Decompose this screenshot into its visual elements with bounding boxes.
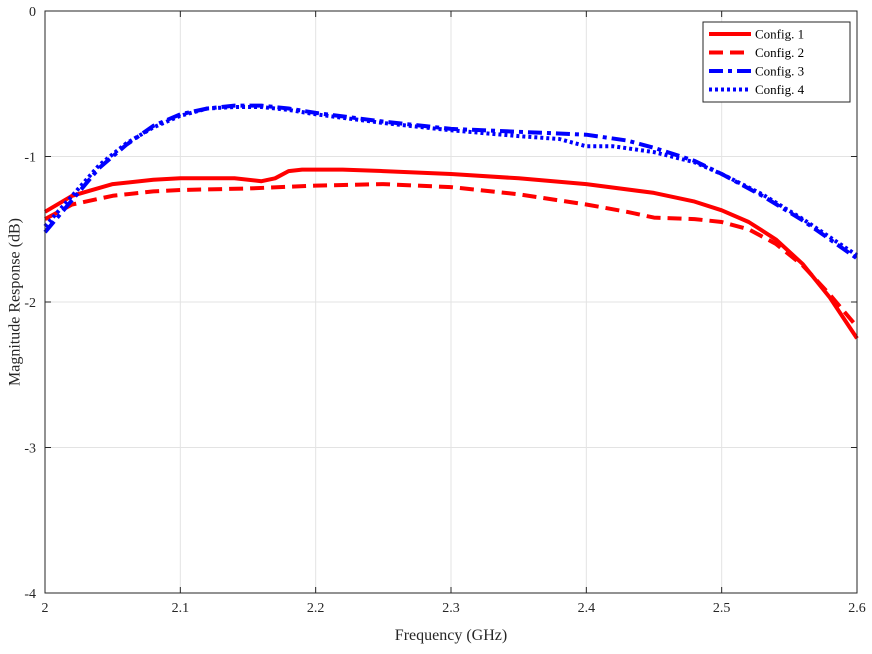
x-tick-label: 2.3 bbox=[442, 601, 460, 616]
y-tick-label: -1 bbox=[24, 151, 36, 166]
y-tick-label: -2 bbox=[24, 296, 36, 311]
legend-label-4: Config. 4 bbox=[755, 82, 805, 97]
x-tick-label: 2.2 bbox=[307, 601, 325, 616]
y-tick-label: 0 bbox=[29, 5, 36, 20]
x-tick-label: 2 bbox=[42, 601, 49, 616]
legend: Config. 1 Config. 2 Config. 3 Config. 4 bbox=[702, 21, 851, 103]
y-tick-label: -4 bbox=[24, 587, 36, 602]
y-tick-label: -3 bbox=[24, 442, 36, 457]
axis-ticks: 2 2.1 2.2 2.3 2.4 2.5 2.6 -4 -3 -2 -1 0 bbox=[24, 5, 865, 616]
series-lines bbox=[43, 103, 859, 340]
y-axis-label: Magnitude Response (dB) bbox=[7, 218, 24, 386]
x-tick-label: 2.4 bbox=[578, 601, 596, 616]
legend-label-3: Config. 3 bbox=[755, 64, 804, 79]
x-tick-label: 2.6 bbox=[848, 601, 866, 616]
legend-label-1: Config. 1 bbox=[755, 27, 804, 42]
series-line-2 bbox=[44, 182, 859, 328]
legend-label-2: Config. 2 bbox=[755, 45, 804, 60]
series-line-1 bbox=[43, 167, 859, 340]
x-tick-label: 2.1 bbox=[172, 601, 190, 616]
x-tick-label: 2.5 bbox=[713, 601, 731, 616]
x-axis-label: Frequency (GHz) bbox=[395, 627, 507, 644]
